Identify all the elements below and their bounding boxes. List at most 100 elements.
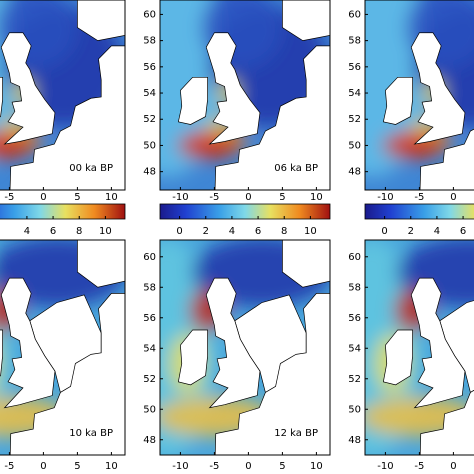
land	[282, 0, 330, 41]
y-tick-label: 56	[348, 313, 361, 324]
y-tick-label: 48	[143, 435, 156, 446]
x-tick-label: -10	[377, 461, 393, 472]
y-tick-label: 60	[348, 252, 361, 263]
y-tick-label: 58	[143, 36, 156, 47]
land	[77, 0, 125, 41]
land	[0, 32, 56, 145]
land	[205, 277, 261, 409]
x-tick-label: -5	[4, 192, 14, 203]
y-tick-label: 58	[348, 36, 361, 47]
land	[419, 128, 474, 190]
land	[9, 293, 125, 455]
panel-frame	[364, 239, 474, 456]
panel-label: 00 ka BP	[69, 163, 113, 174]
y-tick-label: 60	[143, 9, 156, 20]
map-panel	[365, 0, 474, 190]
y-tick-label: 52	[348, 374, 361, 385]
map-panel	[365, 240, 474, 455]
land	[0, 76, 3, 118]
land	[9, 45, 125, 190]
land	[382, 76, 413, 125]
x-tick-label: 10	[310, 192, 323, 203]
x-tick-label: -10	[172, 461, 188, 472]
panel-frame	[0, 239, 126, 456]
land	[282, 240, 330, 288]
colorbar-tick-label: 2	[203, 226, 209, 237]
colorbar	[364, 203, 474, 220]
y-tick-label: 54	[348, 88, 361, 99]
x-tick-label: 0	[40, 461, 46, 472]
colorbar-tick-label: 2	[408, 226, 414, 237]
x-tick-label: 5	[74, 461, 80, 472]
y-tick-label: 50	[348, 404, 361, 415]
y-tick-label: 54	[348, 343, 361, 354]
land	[0, 329, 3, 377]
x-tick-label: 0	[450, 461, 456, 472]
y-tick-label: 48	[348, 435, 361, 446]
y-tick-label: 58	[348, 282, 361, 293]
x-tick-label: 0	[40, 192, 46, 203]
x-tick-label: -10	[172, 192, 188, 203]
colorbar-tick-label: 8	[281, 226, 287, 237]
y-tick-label: 50	[143, 140, 156, 151]
land	[410, 32, 466, 145]
y-tick-label: 56	[348, 62, 361, 73]
y-tick-label: 52	[143, 114, 156, 125]
colorbar-tick-label: 4	[229, 226, 235, 237]
y-tick-label: 48	[348, 167, 361, 178]
y-tick-label: 56	[143, 313, 156, 324]
x-tick-label: 5	[279, 192, 285, 203]
x-tick-label: -5	[4, 461, 14, 472]
colorbar-tick-label: 4	[24, 226, 30, 237]
colorbar-tick-label: 4	[434, 226, 440, 237]
colorbar	[0, 203, 126, 220]
panel-frame	[0, 0, 126, 191]
x-tick-label: 10	[105, 461, 118, 472]
y-tick-label: 54	[143, 88, 156, 99]
panel-label: 10 ka BP	[69, 428, 113, 439]
land	[382, 329, 413, 386]
colorbar-tick-label: 10	[99, 226, 112, 237]
x-tick-label: -5	[414, 461, 424, 472]
y-tick-label: 50	[348, 140, 361, 151]
x-tick-label: -5	[209, 461, 219, 472]
x-tick-label: 0	[245, 461, 251, 472]
y-tick-label: 54	[143, 343, 156, 354]
land	[419, 389, 474, 455]
colorbar-tick-label: 6	[460, 226, 466, 237]
y-tick-label: 48	[143, 167, 156, 178]
x-tick-label: 5	[279, 461, 285, 472]
map-panel	[0, 240, 125, 455]
panel-frame	[159, 239, 331, 456]
land	[177, 329, 208, 386]
x-tick-label: -5	[414, 192, 424, 203]
panel-frame	[364, 0, 474, 191]
map-panel	[0, 0, 125, 190]
panel-frame	[159, 0, 331, 191]
land	[410, 277, 466, 409]
x-tick-label: 0	[245, 192, 251, 203]
y-tick-label: 50	[143, 404, 156, 415]
land	[177, 76, 208, 125]
x-tick-label: -5	[209, 192, 219, 203]
colorbar-tick-label: 6	[255, 226, 261, 237]
x-tick-label: 10	[105, 192, 118, 203]
y-tick-label: 52	[348, 114, 361, 125]
map-panel	[160, 0, 330, 190]
x-tick-label: 10	[310, 461, 323, 472]
land	[205, 32, 261, 145]
colorbar-tick-label: 0	[381, 226, 387, 237]
colorbar-tick-label: 6	[50, 226, 56, 237]
colorbar	[159, 203, 331, 220]
panel-label: 12 ka BP	[274, 428, 318, 439]
panel-label: 06 ka BP	[274, 163, 318, 174]
y-tick-label: 56	[143, 62, 156, 73]
map-panel	[160, 240, 330, 455]
y-tick-label: 52	[143, 374, 156, 385]
colorbar-tick-label: 0	[176, 226, 182, 237]
x-tick-label: 0	[450, 192, 456, 203]
y-tick-label: 58	[143, 282, 156, 293]
x-tick-label: -10	[377, 192, 393, 203]
land	[77, 240, 125, 288]
